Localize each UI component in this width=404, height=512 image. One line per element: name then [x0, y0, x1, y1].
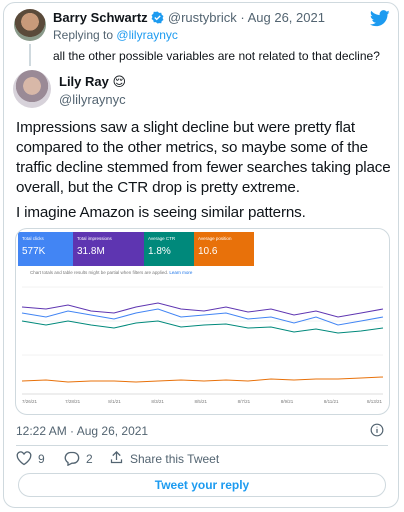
divider [16, 445, 388, 446]
position-line [21, 376, 384, 383]
x-tick-label: 8/13/21 [367, 399, 383, 404]
info-icon[interactable] [370, 423, 384, 437]
metric-label: Total clicks [22, 236, 44, 241]
metric-value: 10.6 [198, 246, 218, 257]
avatar[interactable] [13, 70, 51, 108]
metric-value: 1.8% [148, 246, 171, 257]
clicks-line [21, 308, 384, 326]
x-tick-label: 8/11/21 [323, 399, 339, 404]
replying-to-handle[interactable]: @lilyraynyc [116, 28, 178, 42]
reply-icon[interactable] [64, 451, 80, 466]
avatar[interactable] [14, 9, 46, 41]
x-tick-label: 8/5/21 [194, 399, 208, 404]
text-line: compared to the other metrics, so maybe … [16, 139, 368, 156]
text-line: traffic decline stemmed from fewer searc… [16, 159, 391, 176]
tweet-card [3, 2, 399, 508]
metric-value: 577K [22, 246, 46, 257]
x-tick-label: 7/28/21 [65, 399, 81, 404]
replying-to-label: Replying to [53, 28, 114, 42]
text-line: overall, but the CTR drop is pretty extr… [16, 179, 300, 196]
metric-label: Average position [198, 236, 232, 241]
metric-card[interactable]: Total clicks 577K [18, 232, 73, 266]
separator: · [240, 10, 245, 25]
reply-button[interactable]: Tweet your reply [18, 473, 386, 497]
metric-card[interactable]: Total impressions 31.8M [73, 232, 144, 266]
x-tick-label: 8/9/21 [280, 399, 294, 404]
x-tick-label: 8/3/21 [151, 399, 164, 404]
share-icon[interactable] [109, 450, 124, 465]
reply-count: 2 [86, 452, 93, 466]
share-label[interactable]: Share this Tweet [130, 452, 220, 466]
ctr-line [21, 320, 384, 334]
attached-image[interactable]: Chart totals and table results might be … [15, 228, 390, 415]
chart-notice: Chart totals and table results might be … [30, 270, 169, 275]
author-handle[interactable]: @rustybrick [167, 10, 237, 25]
verified-badge [151, 11, 164, 24]
x-tick-label: 8/1/21 [108, 399, 121, 404]
metric-card[interactable]: Average CTR 1.8% [144, 232, 194, 266]
tweet-text: Impressions saw a slight decline but wer… [16, 118, 391, 198]
x-tick-label: 8/7/21 [237, 399, 251, 404]
performance-chart [21, 286, 384, 395]
author-name[interactable]: Barry Schwartz [53, 10, 148, 25]
tweet-date[interactable]: Aug 26, 2021 [247, 10, 325, 25]
text-line: Impressions saw a slight decline but wer… [16, 119, 355, 136]
x-tick-label: 7/26/21 [22, 399, 38, 404]
timestamp[interactable]: 12:22 AM · Aug 26, 2021 [16, 424, 149, 438]
metric-label: Total impressions [77, 236, 112, 241]
twitter-logo[interactable] [370, 10, 390, 27]
author-name[interactable]: Lily Ray [59, 74, 109, 89]
like-icon[interactable] [16, 451, 32, 466]
thread-line [29, 44, 31, 66]
tweet-text: I imagine Amazon is seeing similar patte… [16, 204, 306, 221]
metric-card[interactable]: Average position 10.6 [194, 232, 254, 266]
metric-value: 31.8M [77, 246, 105, 257]
reply-text: all the other possible variables are not… [53, 49, 380, 63]
learn-more-link[interactable]: Learn more [169, 270, 193, 275]
author-handle[interactable]: @lilyraynyc [59, 92, 126, 107]
metric-label: Average CTR [148, 236, 176, 241]
emoji: 😌 [112, 74, 127, 89]
impressions-line [21, 302, 384, 318]
like-count: 9 [38, 452, 45, 466]
